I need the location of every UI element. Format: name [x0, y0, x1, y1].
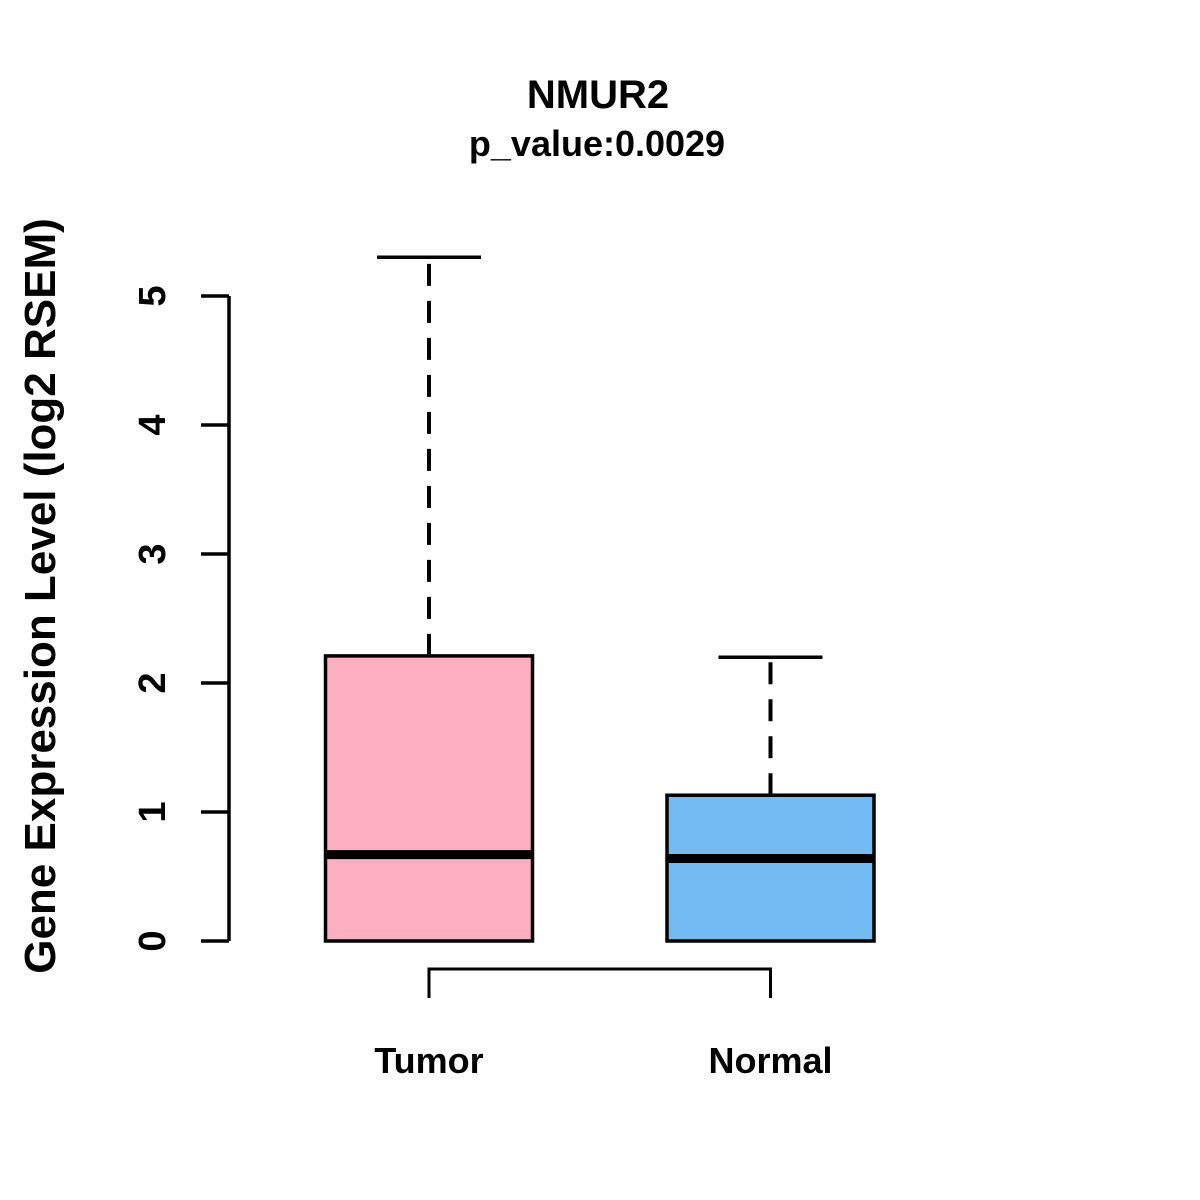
iqr-box	[665, 793, 876, 943]
chart-subtitle: p_value:0.0029	[469, 123, 725, 164]
box-series	[323, 255, 876, 943]
y-tick-label: 3	[132, 543, 174, 564]
x-category-labels: Tumor Normal	[374, 1040, 832, 1081]
y-tick-label: 5	[132, 285, 174, 306]
y-axis: 0 1 2 3 4 5	[132, 285, 231, 952]
x-label-tumor: Tumor	[374, 1040, 483, 1081]
box-tumor	[323, 255, 535, 943]
x-label-normal: Normal	[708, 1040, 832, 1081]
y-tick-label: 0	[132, 930, 174, 951]
y-tick-label: 1	[132, 801, 174, 822]
y-tick-label: 2	[132, 672, 174, 693]
y-axis-label: Gene Expression Level (log2 RSEM)	[16, 218, 65, 974]
comparison-bracket	[427, 967, 772, 998]
chart-title: NMUR2	[527, 73, 669, 117]
box-normal	[665, 655, 876, 943]
iqr-box	[323, 654, 535, 943]
bracket-path	[427, 967, 772, 998]
y-tick-label: 4	[132, 414, 174, 435]
